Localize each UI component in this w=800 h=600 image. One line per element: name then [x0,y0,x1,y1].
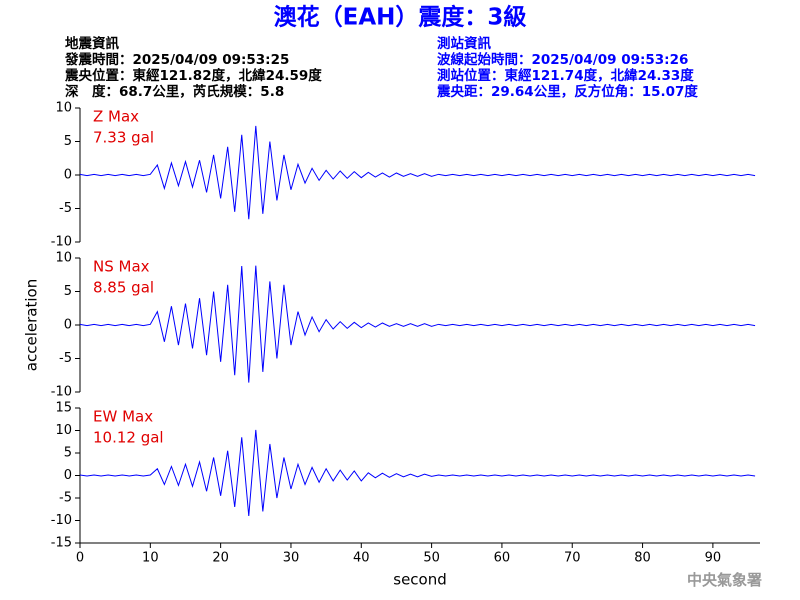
y-tick-label: 5 [64,446,72,461]
x-tick-label: 0 [76,551,84,566]
info-left: 地震資訊 [65,35,119,52]
annotation: Z Max [93,108,139,126]
y-tick-label: 5 [64,134,72,149]
y-tick-label: -15 [51,536,72,551]
info-left: 深 度：68.7公里，芮氏規模：5.8 [65,83,284,100]
waveform [79,265,756,383]
annotation: NS Max [93,258,150,276]
y-tick-label: 0 [64,168,72,183]
y-tick-label: 5 [64,284,72,299]
x-tick-label: 10 [142,551,159,566]
y-tick-label: -5 [59,351,72,366]
info-left: 發震時間：2025/04/09 09:53:25 [64,51,289,68]
x-tick-label: 90 [705,551,722,566]
annotation: 7.33 gal [93,129,154,147]
y-tick-label: 15 [55,401,72,416]
y-tick-label: -10 [51,385,72,400]
x-tick-label: 30 [283,551,300,566]
x-tick-label: 40 [353,551,370,566]
y-tick-label: 10 [55,251,72,266]
y-tick-label: -10 [51,513,72,528]
annotation: 10.12 gal [93,429,164,447]
info-right: 測站資訊 [437,35,491,52]
y-tick-label: -5 [59,201,72,216]
y-axis-label: acceleration [23,279,41,371]
info-right: 震央距：29.64公里，反方位角：15.07度 [436,83,698,100]
chart-title: 澳花（EAH）震度：3級 [274,4,527,31]
y-tick-label: -10 [51,235,72,250]
info-left: 震央位置：東經121.82度，北緯24.59度 [64,67,322,84]
y-tick-label: 10 [55,423,72,438]
y-tick-label: -5 [59,491,72,506]
x-axis-label: second [393,571,447,589]
annotation: 8.85 gal [93,279,154,297]
x-tick-label: 80 [634,551,651,566]
footer: 中央氣象署 [687,571,762,589]
y-tick-label: 0 [64,468,72,483]
annotation: EW Max [93,408,153,426]
x-tick-label: 70 [564,551,581,566]
x-tick-label: 60 [494,551,511,566]
x-tick-label: 50 [423,551,440,566]
y-tick-label: 0 [64,318,72,333]
waveform [79,125,756,220]
x-tick-label: 20 [212,551,229,566]
info-right: 波線起始時間：2025/04/09 09:53:26 [437,51,688,68]
info-right: 測站位置：東經121.74度，北緯24.33度 [437,67,694,84]
waveform [79,429,756,517]
y-tick-label: 10 [55,101,72,116]
